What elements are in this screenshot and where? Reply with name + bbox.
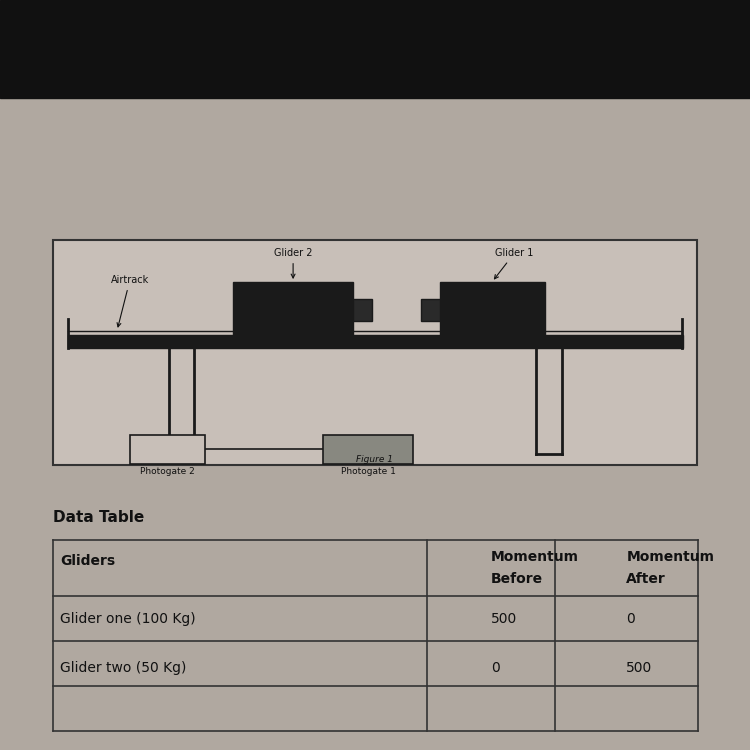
Text: Figure 1: Figure 1 (356, 454, 394, 464)
Bar (53, 240, 698, 465)
Text: Gliders: Gliders (60, 554, 116, 568)
Text: Airtrack: Airtrack (111, 275, 149, 327)
Bar (68, 334, 682, 348)
Text: Glider two (50 Kg): Glider two (50 Kg) (60, 662, 186, 675)
Text: 500: 500 (491, 612, 517, 626)
Text: Glider 1: Glider 1 (494, 248, 534, 279)
Text: 0: 0 (626, 612, 635, 626)
Text: Photogate 1: Photogate 1 (341, 467, 396, 476)
Text: Data Table: Data Table (53, 510, 144, 525)
Bar (353, 298, 372, 321)
Text: Photogate 2: Photogate 2 (140, 467, 195, 476)
Bar (323, 435, 413, 463)
Text: Glider one (100 Kg): Glider one (100 Kg) (60, 612, 196, 626)
Text: 500: 500 (626, 662, 652, 675)
Text: 0: 0 (491, 662, 500, 675)
Text: Glider 2: Glider 2 (274, 248, 312, 278)
Bar (440, 282, 544, 338)
Text: Before: Before (491, 572, 543, 586)
Bar (0, 0, 750, 98)
Text: Momentum: Momentum (491, 550, 579, 564)
Text: Momentum: Momentum (626, 550, 714, 564)
Text: After: After (626, 572, 666, 586)
Bar (233, 282, 353, 338)
Bar (421, 298, 440, 321)
Bar (130, 435, 205, 463)
